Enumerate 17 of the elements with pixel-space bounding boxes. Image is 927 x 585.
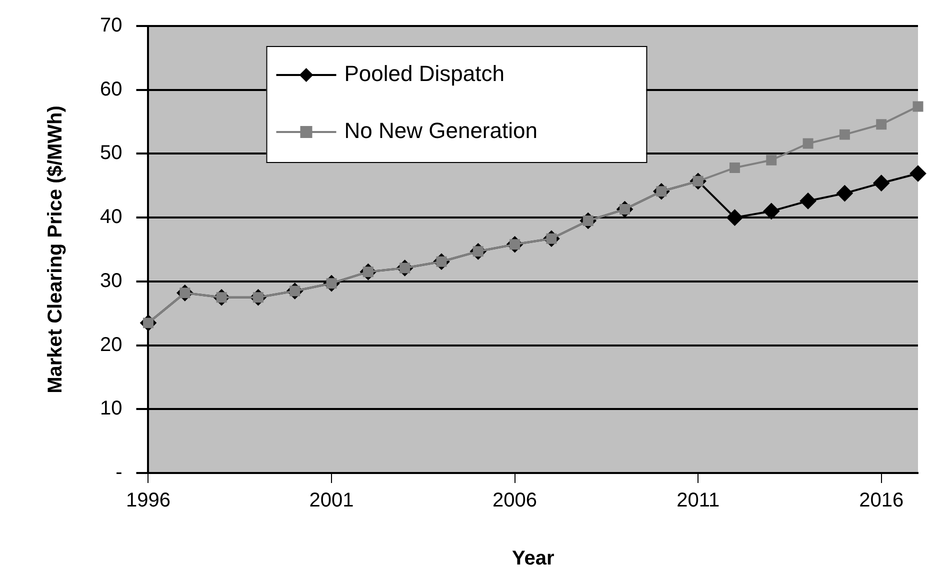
y-tick-label: 10: [100, 398, 122, 420]
x-tick-label: 2006: [492, 490, 538, 512]
y-axis-title: Market Clearing Price ($/MWh): [44, 106, 67, 394]
y-tick-label: 30: [100, 270, 122, 292]
x-tick-label: 1996: [126, 490, 170, 512]
y-tick-label: -: [116, 462, 122, 484]
y-tick-label: 40: [100, 206, 122, 228]
y-tick-label: 60: [100, 78, 122, 100]
y-tick-label: 20: [100, 334, 122, 356]
legend-label: No New Generation: [344, 118, 538, 144]
legend-label: Pooled Dispatch: [344, 61, 504, 86]
x-tick-label: 2011: [676, 490, 720, 512]
x-tick-label: 2001: [309, 490, 354, 512]
x-axis-title: Year: [512, 548, 554, 570]
y-tick-label: 70: [100, 14, 122, 37]
x-tick-label: 2016: [859, 490, 904, 512]
y-tick-label: 50: [100, 142, 122, 164]
